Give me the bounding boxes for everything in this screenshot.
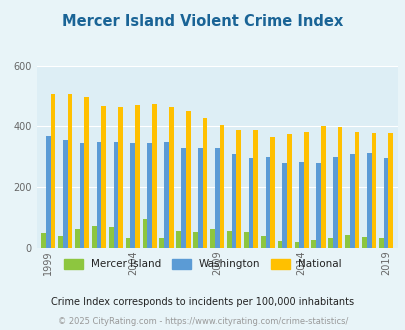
Bar <box>214 148 219 248</box>
Bar <box>219 125 224 248</box>
Bar <box>332 157 337 248</box>
Text: Crime Index corresponds to incidents per 100,000 inhabitants: Crime Index corresponds to incidents per… <box>51 297 354 307</box>
Bar <box>210 229 214 248</box>
Bar <box>193 232 198 248</box>
Bar <box>68 94 72 248</box>
Bar <box>286 134 291 248</box>
Bar <box>265 157 270 248</box>
Bar <box>130 143 135 248</box>
Bar <box>168 107 173 248</box>
Bar <box>388 133 392 248</box>
Bar <box>92 226 96 248</box>
Bar <box>41 233 46 248</box>
Bar <box>294 242 298 248</box>
Bar <box>159 238 164 248</box>
Bar <box>63 140 68 248</box>
Bar <box>354 132 358 248</box>
Bar <box>344 235 349 248</box>
Bar <box>147 143 151 248</box>
Bar <box>315 163 320 248</box>
Bar <box>349 154 354 248</box>
Bar <box>101 106 106 248</box>
Bar <box>371 133 375 248</box>
Bar <box>231 154 236 248</box>
Bar <box>378 238 383 248</box>
Bar <box>303 132 308 248</box>
Bar <box>198 148 202 248</box>
Bar <box>202 118 207 248</box>
Bar <box>361 237 366 248</box>
Bar <box>311 240 315 248</box>
Bar <box>282 163 286 248</box>
Bar <box>176 231 181 248</box>
Bar <box>320 126 325 248</box>
Bar <box>298 162 303 248</box>
Bar <box>181 148 185 248</box>
Bar <box>75 229 79 248</box>
Bar <box>142 219 147 248</box>
Text: © 2025 CityRating.com - https://www.cityrating.com/crime-statistics/: © 2025 CityRating.com - https://www.city… <box>58 317 347 326</box>
Bar <box>79 143 84 248</box>
Bar <box>248 158 253 248</box>
Bar <box>84 97 89 248</box>
Legend: Mercer Island, Washington, National: Mercer Island, Washington, National <box>60 255 345 274</box>
Bar <box>51 94 55 248</box>
Bar <box>96 142 101 248</box>
Bar <box>243 232 248 248</box>
Bar <box>236 130 241 248</box>
Bar <box>366 153 371 248</box>
Bar <box>337 127 342 248</box>
Bar <box>113 142 118 248</box>
Bar <box>253 129 258 248</box>
Bar <box>109 227 113 248</box>
Text: Mercer Island Violent Crime Index: Mercer Island Violent Crime Index <box>62 14 343 29</box>
Bar <box>277 241 282 248</box>
Bar <box>58 236 63 248</box>
Bar <box>135 105 140 248</box>
Bar <box>270 137 274 248</box>
Bar <box>126 238 130 248</box>
Bar <box>46 136 51 248</box>
Bar <box>185 111 190 248</box>
Bar <box>118 107 123 248</box>
Bar <box>151 104 156 248</box>
Bar <box>226 231 231 248</box>
Bar <box>328 238 332 248</box>
Bar <box>383 158 388 248</box>
Bar <box>164 142 168 248</box>
Bar <box>260 236 265 248</box>
